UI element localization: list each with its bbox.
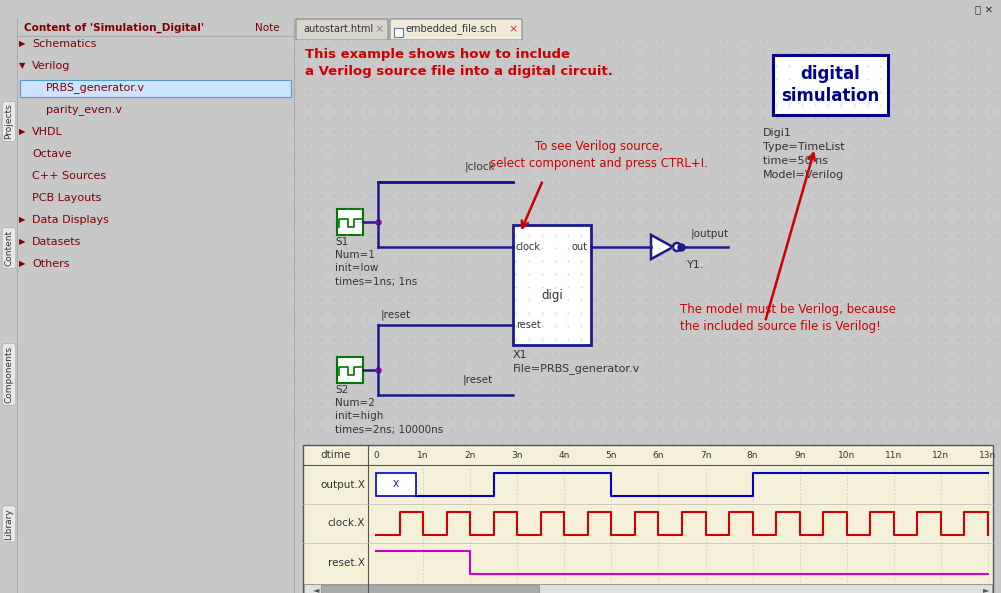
Text: 12n: 12n: [932, 451, 950, 460]
Text: X1
File=PRBS_generator.v: X1 File=PRBS_generator.v: [513, 350, 641, 374]
Text: Projects: Projects: [4, 104, 13, 139]
Text: parity_even.v: parity_even.v: [46, 104, 122, 116]
Text: 5n: 5n: [606, 451, 618, 460]
Text: PRBS_generator.v: PRBS_generator.v: [46, 82, 145, 94]
Text: Components: Components: [4, 346, 13, 403]
Text: S2
Num=2
init=high
times=2ns; 10000ns: S2 Num=2 init=high times=2ns; 10000ns: [335, 385, 443, 435]
Text: |output: |output: [691, 228, 729, 239]
FancyBboxPatch shape: [337, 209, 363, 235]
FancyBboxPatch shape: [773, 55, 888, 115]
Text: ►: ►: [983, 585, 990, 593]
Text: 7n: 7n: [700, 451, 712, 460]
Text: ▼: ▼: [19, 62, 25, 71]
Text: ▶: ▶: [19, 260, 25, 269]
Text: digital
simulation: digital simulation: [782, 65, 880, 105]
Text: Y1.: Y1.: [687, 260, 705, 270]
FancyBboxPatch shape: [394, 28, 403, 37]
Text: The model must be Verilog, because
the included source file is Verilog!: The model must be Verilog, because the i…: [680, 303, 896, 333]
Text: 11n: 11n: [885, 451, 903, 460]
Text: Digi1
Type=TimeList
time=50 ns
Model=Verilog: Digi1 Type=TimeList time=50 ns Model=Ver…: [763, 128, 845, 180]
Text: 3n: 3n: [512, 451, 523, 460]
Text: 4n: 4n: [559, 451, 570, 460]
Text: 1n: 1n: [417, 451, 428, 460]
FancyBboxPatch shape: [390, 19, 522, 40]
Text: Others: Others: [32, 259, 69, 269]
Text: ×: ×: [509, 24, 518, 34]
Text: Content: Content: [4, 230, 13, 266]
Text: clock.X: clock.X: [327, 518, 365, 528]
Text: dtime: dtime: [320, 450, 350, 460]
Text: embedded_file.sch: embedded_file.sch: [406, 24, 497, 34]
Text: S1
Num=1
init=low
times=1ns; 1ns: S1 Num=1 init=low times=1ns; 1ns: [335, 237, 417, 286]
Text: ⬜ ✕: ⬜ ✕: [975, 4, 993, 14]
Text: ▶: ▶: [19, 40, 25, 49]
Text: 10n: 10n: [838, 451, 856, 460]
FancyBboxPatch shape: [296, 19, 388, 40]
FancyBboxPatch shape: [20, 80, 291, 97]
Text: 9n: 9n: [794, 451, 806, 460]
FancyBboxPatch shape: [303, 445, 993, 593]
Text: reset.X: reset.X: [328, 557, 365, 568]
Text: autostart.html: autostart.html: [303, 24, 373, 34]
Text: 0: 0: [373, 451, 378, 460]
Text: X: X: [393, 480, 399, 489]
Text: |clock: |clock: [465, 161, 495, 172]
FancyBboxPatch shape: [376, 473, 416, 496]
Text: 2n: 2n: [464, 451, 475, 460]
Text: 13n: 13n: [979, 451, 997, 460]
Text: reset: reset: [516, 320, 541, 330]
FancyBboxPatch shape: [304, 584, 992, 593]
Polygon shape: [651, 235, 673, 259]
Text: 8n: 8n: [747, 451, 759, 460]
Text: VHDL: VHDL: [32, 127, 63, 137]
Text: To see Verilog source,
select component and press CTRL+I.: To see Verilog source, select component …: [490, 140, 708, 170]
Text: ▶: ▶: [19, 127, 25, 136]
Text: Content of 'Simulation_Digital': Content of 'Simulation_Digital': [24, 23, 204, 33]
Text: |reset: |reset: [381, 310, 411, 320]
Text: |reset: |reset: [463, 375, 493, 385]
Text: Data Displays: Data Displays: [32, 215, 109, 225]
Text: Datasets: Datasets: [32, 237, 81, 247]
FancyBboxPatch shape: [513, 225, 591, 345]
Text: clock: clock: [516, 242, 541, 252]
Text: Octave: Octave: [32, 149, 72, 159]
Text: C++ Sources: C++ Sources: [32, 171, 106, 181]
Text: Note: Note: [255, 23, 279, 33]
Text: PCB Layouts: PCB Layouts: [32, 193, 101, 203]
Text: 6n: 6n: [653, 451, 665, 460]
Text: ×: ×: [374, 24, 383, 34]
Text: This example shows how to include
a Verilog source file into a digital circuit.: This example shows how to include a Veri…: [305, 48, 613, 78]
Text: digi: digi: [542, 289, 563, 301]
Text: output.X: output.X: [320, 480, 365, 489]
Text: Verilog: Verilog: [32, 61, 70, 71]
Text: out: out: [572, 242, 588, 252]
Text: Library: Library: [4, 508, 13, 540]
Text: ◄: ◄: [313, 585, 319, 593]
Circle shape: [673, 243, 681, 251]
FancyBboxPatch shape: [337, 357, 363, 383]
Text: ▶: ▶: [19, 215, 25, 225]
FancyBboxPatch shape: [321, 585, 539, 593]
Text: Schematics: Schematics: [32, 39, 96, 49]
Text: ▶: ▶: [19, 238, 25, 247]
